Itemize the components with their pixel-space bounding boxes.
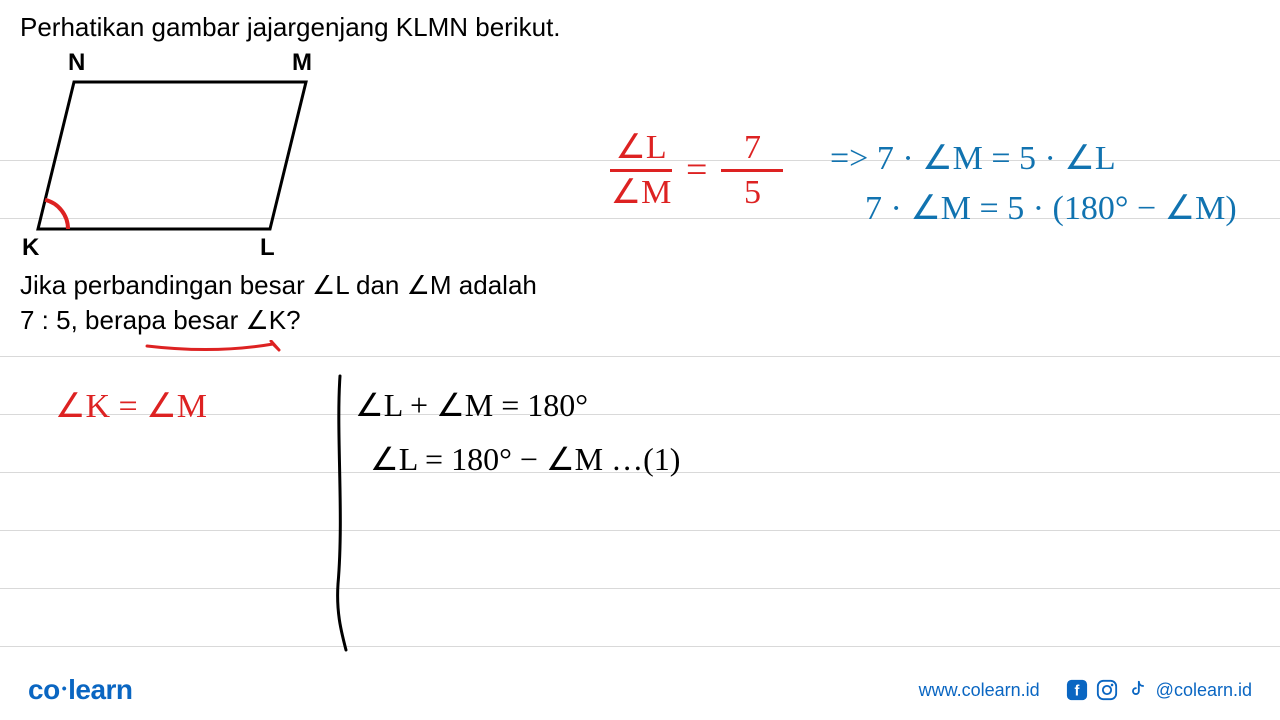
facebook-icon[interactable]: f bbox=[1066, 679, 1088, 701]
vertical-divider bbox=[330, 374, 350, 654]
frac-bar bbox=[610, 169, 672, 172]
logo-dot: • bbox=[62, 680, 66, 696]
handwritten-red-equation: ∠K = ∠M bbox=[55, 386, 207, 426]
parallelogram-diagram: N M K L bbox=[20, 44, 320, 264]
svg-text:f: f bbox=[1074, 684, 1079, 700]
handwritten-black-eq1: ∠L + ∠M = 180° bbox=[355, 386, 588, 424]
frac-num: ∠L bbox=[615, 130, 666, 166]
question-body-line2: 7 : 5, berapa besar ∠K? bbox=[20, 303, 537, 338]
footer: co•learn www.colearn.id f @colearn.id bbox=[0, 660, 1280, 720]
svg-text:N: N bbox=[68, 49, 85, 76]
logo-left: co bbox=[28, 674, 60, 705]
question-body-line1: Jika perbandingan besar ∠L dan ∠M adalah bbox=[20, 268, 537, 303]
svg-text:M: M bbox=[292, 49, 312, 76]
underline-curve bbox=[145, 340, 285, 356]
content-area: Perhatikan gambar jajargenjang KLMN beri… bbox=[0, 0, 1280, 720]
frac-den: ∠M bbox=[611, 175, 672, 211]
question-title: Perhatikan gambar jajargenjang KLMN beri… bbox=[20, 12, 561, 43]
handwritten-blue-eq2: 7 · ∠M = 5 · (180° − ∠M) bbox=[865, 188, 1237, 228]
footer-right: www.colearn.id f @colearn.id bbox=[919, 679, 1252, 701]
handwritten-red-fraction: ∠L ∠M = 7 5 bbox=[610, 130, 783, 210]
handwritten-black-eq2: ∠L = 180° − ∠M …(1) bbox=[370, 440, 680, 478]
equals-sign: = bbox=[686, 148, 707, 192]
svg-text:K: K bbox=[22, 234, 40, 261]
logo: co•learn bbox=[28, 674, 133, 706]
tiktok-icon[interactable] bbox=[1126, 679, 1148, 701]
footer-url[interactable]: www.colearn.id bbox=[919, 680, 1040, 701]
logo-right: learn bbox=[68, 674, 132, 705]
social-handle[interactable]: @colearn.id bbox=[1156, 680, 1252, 701]
social-icons: f @colearn.id bbox=[1066, 679, 1252, 701]
frac-rhs-num: 7 bbox=[744, 130, 761, 166]
handwritten-blue-eq1: => 7 · ∠M = 5 · ∠L bbox=[830, 138, 1116, 178]
frac-bar-rhs bbox=[721, 169, 783, 172]
frac-rhs-den: 5 bbox=[744, 175, 761, 211]
instagram-icon[interactable] bbox=[1096, 679, 1118, 701]
question-body: Jika perbandingan besar ∠L dan ∠M adalah… bbox=[20, 268, 537, 338]
svg-text:L: L bbox=[260, 234, 275, 261]
